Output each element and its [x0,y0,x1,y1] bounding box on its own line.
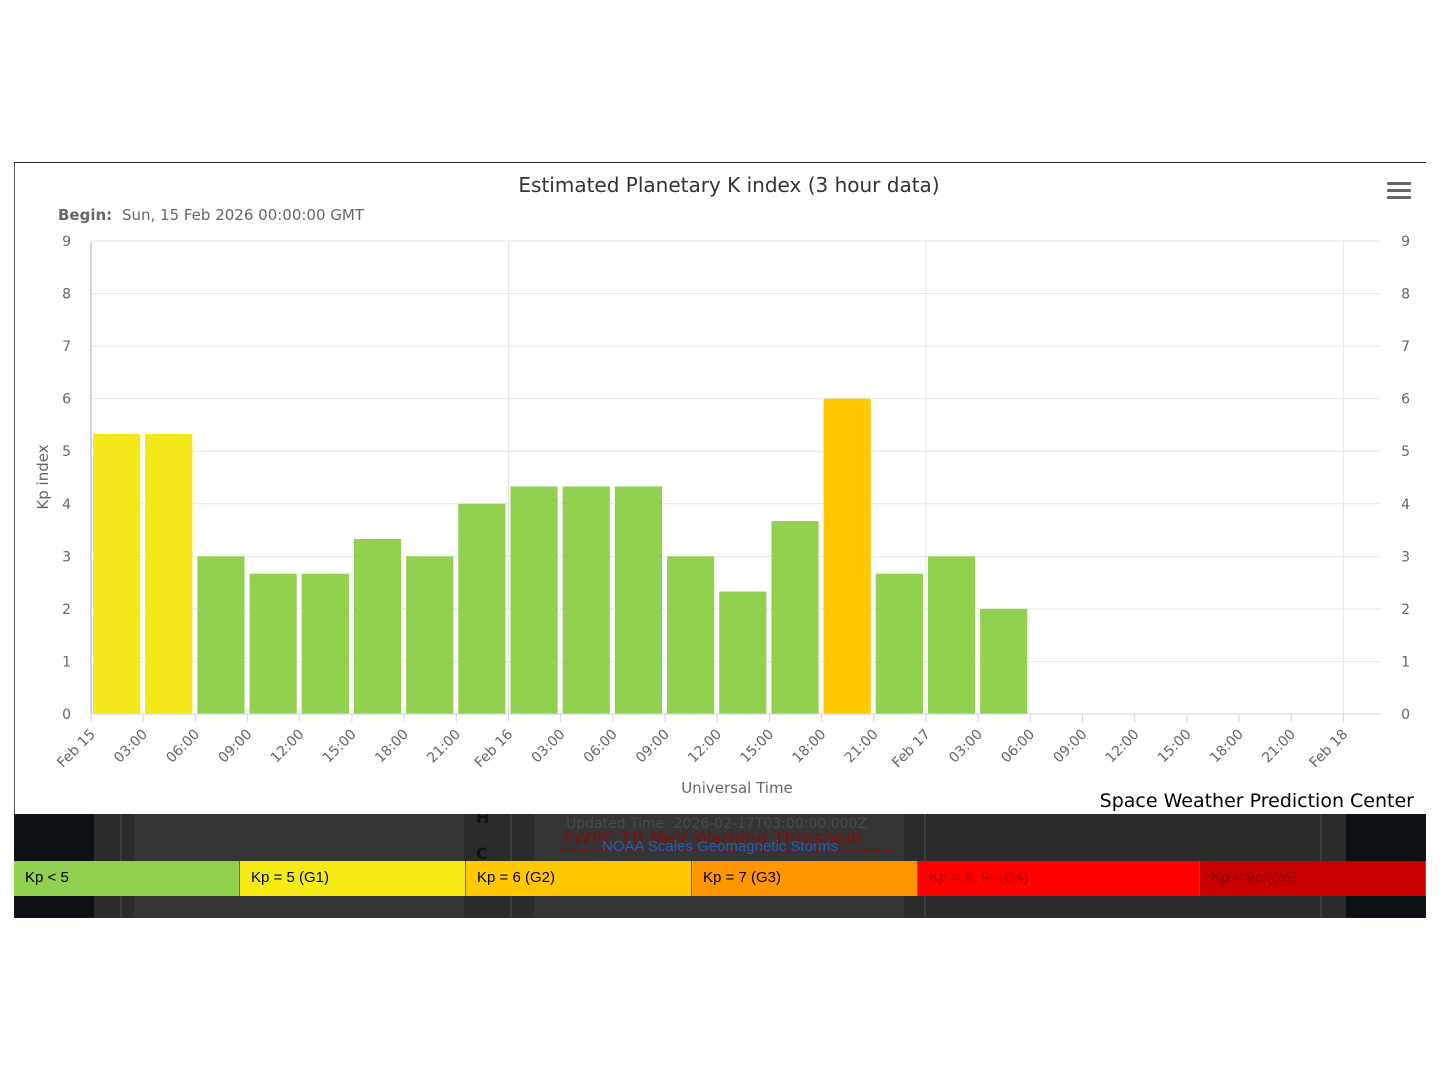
y-tick-label: 0 [62,707,71,723]
kp-bar [875,573,923,714]
kp-bar [93,433,141,714]
kp-bar [145,433,193,714]
x-tick-label: Feb 17 [889,727,934,772]
x-tick-label: 12:00 [685,727,725,767]
scale-level-3: Kp = 6 (G2) [466,861,692,896]
x-tick-label: 18:00 [1207,727,1247,767]
scale-level-2: Kp = 5 (G1) [240,861,466,896]
x-tick-label: 18:00 [790,727,830,767]
scale-level-4: Kp = 7 (G3) [692,861,918,896]
y-tick-label: 2 [62,602,71,618]
x-tick-label: 03:00 [946,727,986,767]
y-tick-label: 5 [62,444,71,460]
x-tick-label: 15:00 [737,727,777,767]
kp-bar [301,573,349,714]
kp-bar [197,556,245,714]
x-tick-label: 06:00 [998,727,1038,767]
x-axis-label: Universal Time [681,779,793,797]
kp-chart-panel: Estimated Planetary K index (3 hour data… [14,162,1426,814]
x-tick-label: 09:00 [216,727,256,767]
kp-chart: Estimated Planetary K index (3 hour data… [34,173,1410,797]
y-tick-label: 6 [62,392,71,408]
y-tick-label-right: 8 [1401,287,1410,303]
background-threshold-text: SWPC 10 MeV Warning Threshold [562,828,863,849]
kp-bar [771,521,819,714]
y-tick-label: 7 [62,339,71,355]
y-tick-label-right: 3 [1401,549,1410,565]
kp-bar [406,556,454,714]
kp-bar [353,538,402,714]
x-tick-label: 21:00 [424,727,464,767]
scales-title: NOAA Scales Geomagnetic Storms [602,838,838,855]
chart-title: Estimated Planetary K index (3 hour data… [518,173,939,197]
x-tick-label: 18:00 [372,727,412,767]
kp-bar [667,556,715,714]
x-tick-label: 09:00 [633,727,673,767]
background-threshold-line [560,849,890,851]
kp-bar [823,398,871,714]
y-tick-label-right: 7 [1401,339,1410,355]
y-tick-label: 4 [62,497,71,513]
kp-bar [562,486,610,714]
x-tick-label: 06:00 [581,727,621,767]
y-axis-label: Kp index [34,444,52,509]
kp-bar [510,486,558,714]
y-tick-label: 1 [62,654,71,670]
y-tick-label-right: 0 [1401,707,1410,723]
kp-bar [614,486,663,714]
x-tick-label: Feb 18 [1307,727,1352,772]
x-tick-label: 15:00 [320,727,360,767]
scale-level-6: Kp = 9o (G5) [1200,861,1426,896]
x-tick-label: 03:00 [529,727,569,767]
y-tick-label-right: 6 [1401,392,1410,408]
kp-bar [927,556,976,714]
background-scales-area: H C Updated Time: 2026-02-17T03:00:00.00… [14,814,1426,918]
x-tick-label: 06:00 [163,727,203,767]
y-tick-label: 9 [62,234,71,250]
y-tick-label-right: 9 [1401,234,1410,250]
hamburger-menu-icon[interactable] [1387,179,1411,201]
background-updated-text: Updated Time: 2026-02-17T03:00:00.000Z [566,816,868,832]
background-letter-h: H [476,814,490,827]
kp-bar [719,591,767,714]
kp-bar [458,503,506,714]
subtitle-begin-value: Sun, 15 Feb 2026 00:00:00 GMT [122,206,365,224]
y-tick-label-right: 2 [1401,602,1410,618]
chart-subtitle: Begin: Sun, 15 Feb 2026 00:00:00 GMT [58,206,365,224]
x-tick-label: 09:00 [1050,727,1090,767]
y-tick-label-right: 1 [1401,654,1410,670]
x-tick-label: 03:00 [111,727,151,767]
kp-bar [980,608,1028,714]
y-tick-label-right: 4 [1401,497,1410,513]
background-letter-c: C [476,844,488,863]
x-tick-label: 21:00 [1259,727,1299,767]
x-tick-label: 21:00 [842,727,882,767]
x-tick-label: Feb 15 [54,727,99,772]
x-tick-label: 12:00 [1103,727,1143,767]
subtitle-begin-label: Begin: [58,206,112,224]
y-tick-label-right: 5 [1401,444,1410,460]
x-tick-label: 15:00 [1155,727,1195,767]
y-tick-label: 3 [62,549,71,565]
x-tick-label: 12:00 [268,727,308,767]
scales-legend: Kp < 5 Kp = 5 (G1) Kp = 6 (G2) Kp = 7 (G3) K… [14,861,1426,896]
kp-bar [249,573,297,714]
scale-level-5: Kp = 8, 9- (G4) [918,861,1200,896]
y-tick-label: 8 [62,287,71,303]
scale-level-1: Kp < 5 [14,861,240,896]
chart-bars [93,398,1028,714]
credit-text: Space Weather Prediction Center [1099,790,1414,812]
x-tick-label: Feb 16 [472,726,517,771]
